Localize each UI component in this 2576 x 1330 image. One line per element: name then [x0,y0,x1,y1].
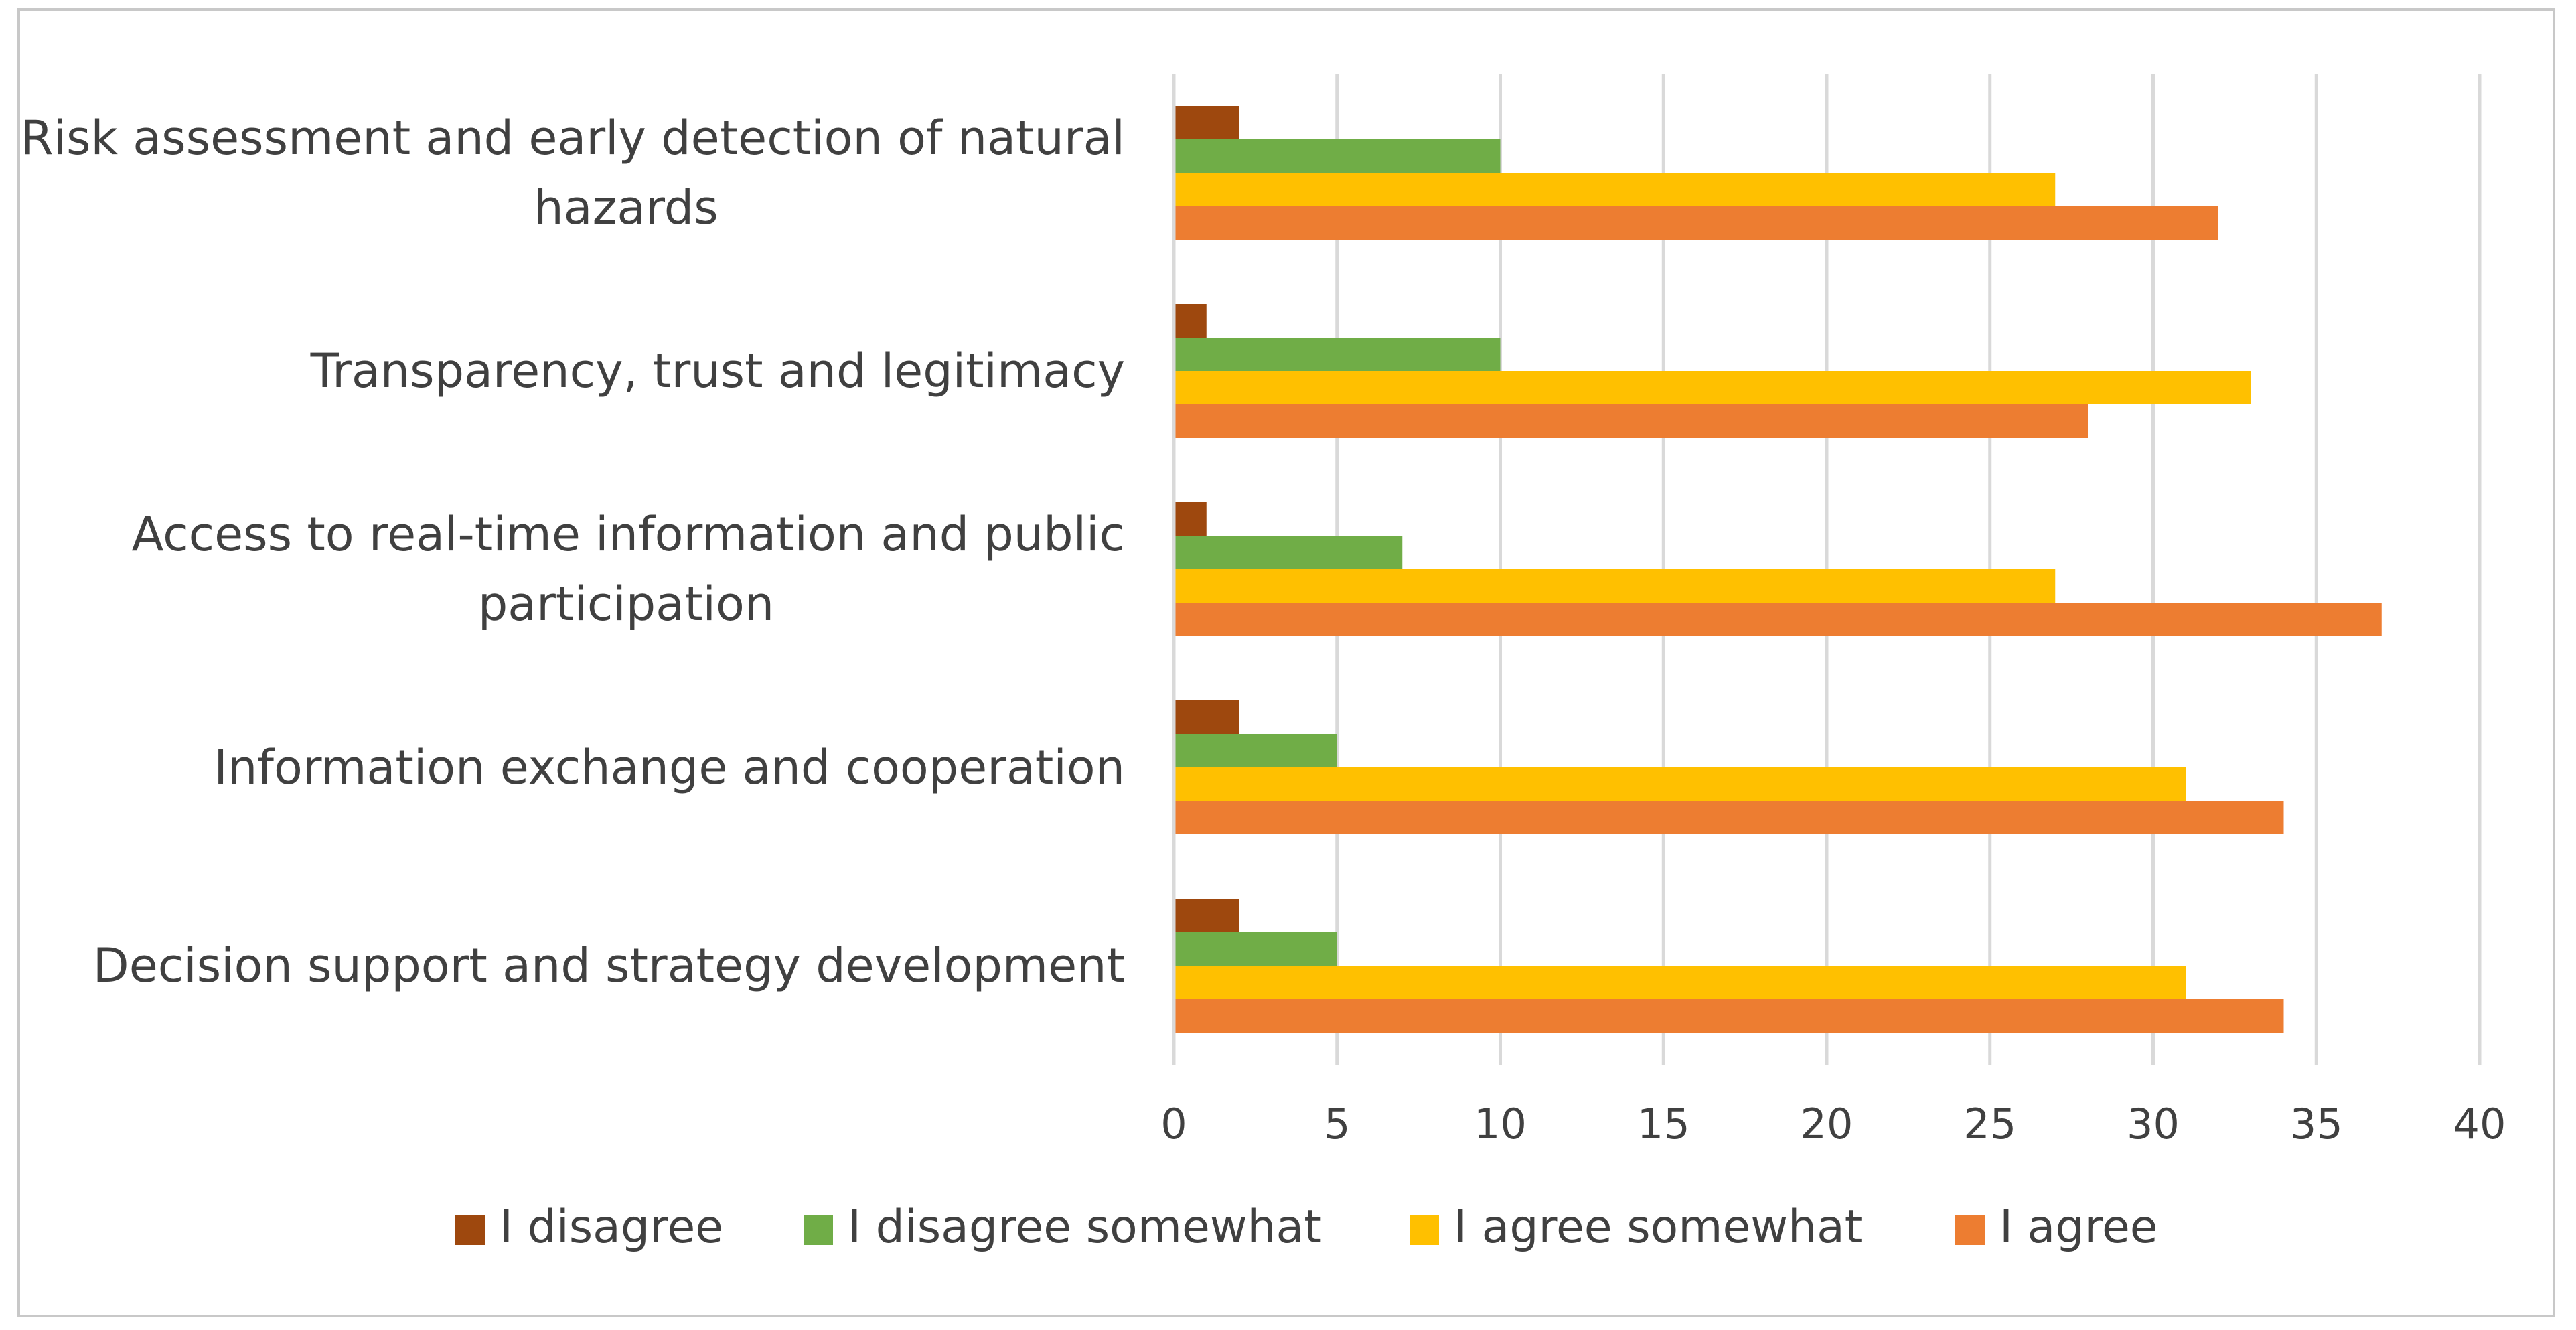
x-tick-label: 15 [1637,1100,1690,1149]
legend-label: I disagree somewhat [848,1201,1322,1254]
bar-i-disagree-somewhat [1174,734,1337,767]
legend-label: I agree somewhat [1454,1201,1862,1254]
bar-i-agree-somewhat [1174,569,2056,603]
bar-i-agree [1174,206,2218,240]
x-tick-label: 35 [2290,1100,2343,1149]
bar-i-disagree [1174,899,1239,932]
bar-i-disagree-somewhat [1174,338,1501,371]
category-label: Transparency, trust and legitimacy [310,344,1125,398]
bar-i-agree [1174,404,2088,438]
category-label: Decision support and strategy developmen… [93,938,1125,993]
category-label: Risk assessment and early detection of n… [21,110,1125,165]
category-label: Information exchange and cooperation [214,740,1125,795]
x-tick-label: 30 [2127,1100,2180,1149]
bar-i-agree-somewhat [1174,173,2056,206]
legend: I disagree I disagree somewhat I agree som… [455,1201,2158,1254]
x-tick-label: 5 [1324,1100,1350,1149]
bar-i-agree-somewhat [1174,371,2251,404]
category-labels: Risk assessment and early detection of n… [21,110,1125,993]
bar-i-agree-somewhat [1174,966,2186,999]
bar-i-disagree [1174,304,1207,338]
bar-i-agree [1174,999,2284,1033]
bar-i-agree [1174,801,2284,834]
bars [1174,106,2382,1033]
x-tick-label: 40 [2453,1100,2506,1149]
legend-label: I disagree [500,1201,723,1254]
bar-i-disagree-somewhat [1174,139,1501,173]
bar-i-disagree-somewhat [1174,536,1403,569]
category-label: hazards [534,180,718,235]
bar-i-disagree [1174,106,1239,139]
x-axis: 0 5 10 15 20 25 30 35 40 [1160,74,2506,1149]
x-tick-label: 0 [1160,1100,1187,1149]
legend-label: I agree [1999,1201,2158,1254]
x-tick-label: 25 [1963,1100,2016,1149]
bar-i-agree [1174,603,2382,636]
bar-i-disagree-somewhat [1174,932,1337,966]
bar-i-agree-somewhat [1174,767,2186,801]
bar-i-disagree [1174,700,1239,734]
x-tick-label: 10 [1474,1100,1527,1149]
x-tick-label: 20 [1801,1100,1853,1149]
bar-i-disagree [1174,502,1207,536]
legend-swatch [1410,1215,1439,1245]
category-label: participation [478,577,774,632]
legend-swatch [455,1215,485,1245]
category-label: Access to real-time information and publ… [131,507,1125,562]
legend-swatch [804,1215,833,1245]
legend-swatch [1955,1215,1985,1245]
